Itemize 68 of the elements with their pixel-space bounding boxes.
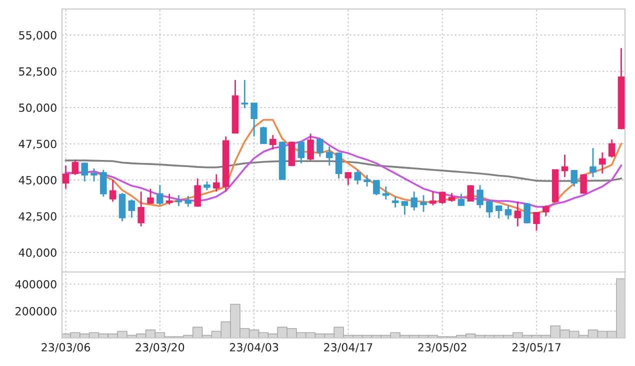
candlestick xyxy=(570,169,578,188)
candlestick xyxy=(401,200,408,216)
y-tick-label: 55,000 xyxy=(19,31,56,41)
candlestick xyxy=(392,196,399,208)
candlestick xyxy=(213,173,220,192)
candlestick xyxy=(326,146,333,166)
candlestick xyxy=(147,188,154,205)
candlestick xyxy=(118,192,126,222)
candlestick xyxy=(410,190,418,212)
y-tick-label: 200000 xyxy=(16,307,56,316)
candlestick xyxy=(100,169,107,198)
candlestick xyxy=(184,195,192,208)
candlestick xyxy=(458,193,465,207)
candlestick xyxy=(599,152,606,174)
candlestick xyxy=(138,190,144,228)
candlestick xyxy=(504,204,512,220)
candlestick xyxy=(430,190,436,206)
candlestick xyxy=(542,204,550,217)
y-tick-label: 52,500 xyxy=(19,67,56,77)
candlestick xyxy=(307,132,314,162)
candlestick xyxy=(382,186,390,200)
candlestick xyxy=(72,159,79,176)
candlestick xyxy=(364,174,370,188)
candlestick xyxy=(128,198,136,218)
y-tick-label: 50,000 xyxy=(19,104,56,114)
candlestick xyxy=(476,184,484,209)
y-tick-label: 47,500 xyxy=(18,140,56,150)
x-tick-label: 23/03/20 xyxy=(136,343,184,352)
candlestick xyxy=(524,202,530,224)
candlestick xyxy=(288,140,296,167)
candlestick xyxy=(316,138,324,158)
candlestick xyxy=(420,194,427,213)
candlestick xyxy=(109,179,116,202)
candlestick xyxy=(166,193,173,206)
y-tick-label: 45,000 xyxy=(18,176,56,186)
candlestick xyxy=(81,162,88,182)
candlestick xyxy=(344,171,352,186)
y-tick-label: 40,000 xyxy=(18,248,56,258)
candlestick xyxy=(495,204,502,220)
x-tick-label: 23/04/17 xyxy=(324,343,372,352)
candlestick xyxy=(250,102,258,138)
x-tick-label: 23/04/03 xyxy=(230,343,278,352)
candlestick xyxy=(156,184,164,206)
candlestick xyxy=(438,190,446,205)
candlestick xyxy=(175,194,182,207)
candlestick xyxy=(298,140,305,164)
candlestick xyxy=(590,147,596,178)
y-tick-label: 42,500 xyxy=(18,212,56,222)
x-tick-label: 23/05/02 xyxy=(418,343,466,352)
candlestick xyxy=(241,79,248,109)
x-tick-label: 23/05/17 xyxy=(512,343,561,352)
y-tick-label: 400000 xyxy=(15,280,56,288)
candlestick xyxy=(270,134,276,150)
candlestick xyxy=(90,168,98,182)
candlestick xyxy=(260,126,267,145)
candlestick xyxy=(514,201,522,228)
candlestick xyxy=(533,211,540,232)
candlestick xyxy=(194,178,201,208)
x-tick-label: 23/03/06 xyxy=(42,343,90,352)
candlestick xyxy=(335,152,342,180)
candlestick xyxy=(354,169,361,186)
candlestick xyxy=(486,200,493,218)
candlestick xyxy=(580,173,587,194)
candlestick xyxy=(467,184,474,202)
candlestick xyxy=(373,179,380,196)
candlestick xyxy=(608,138,616,158)
candlestick xyxy=(62,164,70,190)
candlestick xyxy=(561,154,568,178)
